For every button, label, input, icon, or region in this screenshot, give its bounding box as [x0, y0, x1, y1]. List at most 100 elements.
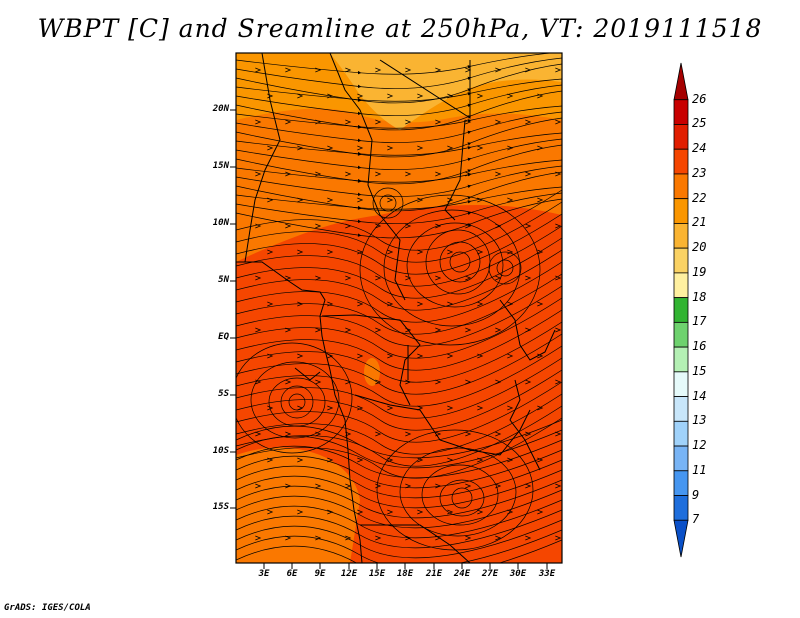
flow-arrow: [567, 198, 572, 202]
flow-arrow: [555, 223, 562, 229]
colorbar-tick-label: 21: [692, 215, 707, 230]
colorbar-tick-label: 12: [692, 438, 707, 453]
streamline: [236, 459, 562, 499]
lon-label-27e: 27E: [481, 569, 499, 579]
flow-arrow: [435, 67, 442, 73]
flow-arrow: [495, 379, 502, 385]
flow-arrow: [465, 275, 472, 281]
flow-arrow: [375, 379, 382, 385]
colorbar-swatch: [673, 198, 689, 224]
flow-arrow: [267, 509, 274, 515]
flow-arrow: [567, 354, 572, 358]
flow-arrow: [537, 197, 544, 203]
flow-arrow: [255, 483, 262, 489]
flow-arrow: [297, 353, 304, 359]
flow-arrow: [345, 119, 352, 125]
lon-label-33e: 33E: [538, 569, 556, 579]
flow-arrow: [315, 171, 322, 177]
colorbar-swatch: [673, 223, 689, 249]
flow-arrow: [267, 405, 274, 411]
flow-arrow: [447, 405, 454, 411]
flow-arrow: [567, 458, 572, 462]
streamline: [236, 393, 562, 455]
flow-arrow: [315, 67, 322, 73]
flow-arrow: [507, 93, 514, 99]
flow-arrow: [495, 431, 502, 437]
colorbar-swatch: [673, 124, 689, 150]
colorbar-tick-label: 7: [692, 512, 700, 527]
flow-arrow: [435, 171, 442, 177]
flow-arrow: [375, 275, 382, 281]
flow-arrow: [267, 145, 274, 151]
streamline: [236, 90, 562, 131]
flow-arrow: [387, 197, 394, 203]
lat-label-15n: 15N: [212, 161, 229, 171]
lon-label-30e: 30E: [509, 569, 527, 579]
streamline: [236, 225, 562, 287]
streamline: [236, 159, 562, 183]
flow-arrow: [555, 483, 562, 489]
flow-arrow: [255, 431, 262, 437]
streamline: [236, 509, 562, 549]
flow-arrow: [477, 405, 484, 411]
flow-arrow: [315, 379, 322, 385]
flow-arrow: [507, 301, 514, 307]
streamline: [236, 273, 562, 335]
flow-arrow: [315, 327, 322, 333]
flow-arrow: [477, 249, 484, 255]
flow-arrow: [465, 171, 472, 177]
flow-arrow: [405, 171, 412, 177]
flow-arrow: [285, 67, 292, 73]
colorbar-tick-label: 16: [692, 339, 707, 354]
flow-arrow: [525, 327, 532, 333]
flow-arrow: [537, 509, 544, 515]
streamline: [236, 171, 562, 212]
flow-arrow: [375, 223, 382, 229]
flow-arrow: [525, 223, 532, 229]
flow-arrow: [255, 535, 262, 541]
flow-arrow: [387, 301, 394, 307]
lon-label-12e: 12E: [340, 569, 358, 579]
colorbar-swatch: [673, 371, 689, 397]
streamline: [236, 309, 562, 371]
flow-arrow: [507, 353, 514, 359]
flow-arrow: [327, 457, 334, 463]
streamline: [236, 249, 562, 311]
lat-label-10n: 10N: [212, 218, 229, 228]
flow-arrow: [417, 145, 424, 151]
flow-arrow: [477, 145, 484, 151]
flow-arrow: [345, 171, 352, 177]
streamline: [236, 489, 562, 529]
colorbar-tick-label: 9: [692, 487, 700, 502]
flow-arrow: [327, 405, 334, 411]
map-frame: [235, 52, 563, 564]
flow-arrow: [327, 145, 334, 151]
colorbar-swatch: [673, 396, 689, 422]
flow-arrow: [357, 301, 364, 307]
colorbar-swatch: [673, 420, 689, 447]
flow-arrow: [327, 249, 334, 255]
flow-arrow: [345, 327, 352, 333]
lat-label-5n: 5N: [218, 275, 229, 285]
flow-arrow: [417, 93, 424, 99]
flow-arrow: [285, 119, 292, 125]
flow-arrow: [537, 301, 544, 307]
flow-arrow: [315, 119, 322, 125]
streamline: [236, 198, 562, 239]
flow-arrow: [567, 146, 572, 150]
software-credit: GrADS: IGES/COLA: [4, 603, 91, 613]
streamline: [236, 132, 562, 156]
flow-arrow: [555, 67, 562, 73]
streamline: [236, 285, 562, 347]
colorbar-swatch: [673, 272, 689, 299]
streamline: [236, 117, 562, 158]
flow-arrow: [567, 510, 572, 514]
flow-arrow: [297, 509, 304, 515]
flow-arrow: [297, 93, 304, 99]
streamline: [236, 345, 562, 407]
flow-arrow: [327, 509, 334, 515]
flow-arrow: [435, 483, 442, 489]
flow-arrow: [567, 250, 572, 254]
flow-arrow: [507, 197, 514, 203]
